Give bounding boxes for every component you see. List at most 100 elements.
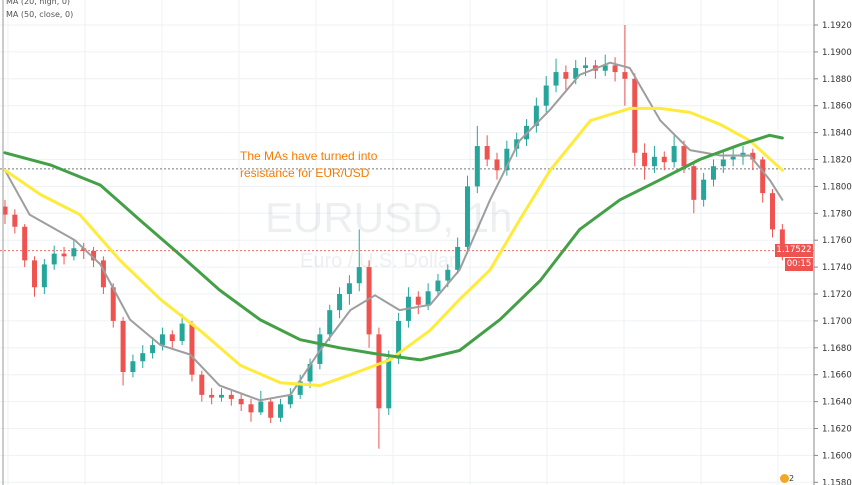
badge-count: 2 <box>789 474 795 483</box>
candle-body <box>189 323 195 375</box>
candle-body <box>651 156 657 167</box>
candle-body <box>661 156 667 163</box>
annotation-line-2: resistance for EUR/USD <box>240 166 370 180</box>
candle-body <box>602 65 608 71</box>
candle-body <box>464 186 470 247</box>
price-tick-label: 1.16600 <box>822 371 852 381</box>
candle-body <box>356 267 362 284</box>
price-tick-label: 1.17000 <box>822 317 852 327</box>
legend-ma20[interactable]: MA (20, high, 0) <box>6 0 71 6</box>
annotation-line-1: The MAs have turned into <box>240 149 378 163</box>
candle-body <box>691 166 697 200</box>
price-tick-label: 1.17400 <box>822 263 852 273</box>
candle-body <box>91 250 97 261</box>
price-tick-label: 1.16400 <box>822 398 852 408</box>
indicator-legend: MA (20, high, 0) MA (50, close, 0) <box>6 0 73 21</box>
candle-body <box>386 358 392 409</box>
watermark-symbol: EURUSD, 1h <box>265 194 513 241</box>
candle-body <box>218 394 224 398</box>
candle-body <box>632 78 638 153</box>
last-price-label: 1.17522 <box>775 244 813 257</box>
candle-body <box>248 404 254 413</box>
candle-body <box>455 246 461 270</box>
price-tick-label: 1.17600 <box>822 236 852 246</box>
candle-body <box>376 334 382 409</box>
candle-body <box>671 146 677 163</box>
price-tick-label: 1.18600 <box>822 102 852 112</box>
candle-body <box>533 105 539 126</box>
candle-body <box>553 72 559 86</box>
moving-average-line-green <box>3 133 784 362</box>
candle-body <box>720 159 726 167</box>
price-tick-label: 1.19000 <box>822 48 852 58</box>
chart-annotation: The MAs have turned into resistance for … <box>240 148 377 182</box>
price-axis[interactable]: 1.15800 1.16000 1.16200 1.16400 1.16600 1.168… <box>814 21 852 485</box>
candle-body <box>750 152 756 160</box>
candle-body <box>268 401 274 418</box>
badge-icon <box>780 474 789 483</box>
candle-body <box>120 320 126 373</box>
candle-body <box>22 226 28 261</box>
candle-body <box>563 72 569 79</box>
candle-body <box>2 206 8 215</box>
grid <box>0 0 814 485</box>
price-tick-label: 1.18400 <box>822 129 852 139</box>
candle-body <box>228 394 234 399</box>
moving-average-line-yellow <box>3 106 784 387</box>
candle-body <box>41 264 47 288</box>
candle-body <box>140 353 146 362</box>
candle-body <box>701 179 707 200</box>
candle-body <box>278 404 284 418</box>
candle-body <box>484 146 490 160</box>
candle-body <box>710 166 716 180</box>
price-tick-label: 1.18800 <box>822 75 852 85</box>
bar-countdown-label: 00:15 <box>785 258 813 271</box>
candle-body <box>307 363 313 382</box>
candle-body <box>130 361 136 373</box>
candle-body <box>287 394 293 405</box>
price-tick-label: 1.17800 <box>822 209 852 219</box>
candle-body <box>474 146 480 187</box>
candle-body <box>642 152 648 167</box>
candle-body <box>435 280 441 292</box>
candle-body <box>494 159 500 171</box>
candle-body <box>297 381 303 395</box>
candle-body <box>760 159 766 194</box>
moving-averages <box>3 61 784 402</box>
candle-body <box>337 294 343 311</box>
candle-body <box>258 401 264 413</box>
candle-body <box>346 283 352 294</box>
candle-body <box>32 260 38 288</box>
candle-body <box>100 260 106 288</box>
price-tick-label: 1.18200 <box>822 156 852 166</box>
candle-body <box>612 65 618 73</box>
candle-body <box>12 214 18 227</box>
candle-body <box>504 148 510 171</box>
moving-average-line-gray <box>4 61 784 402</box>
candle-body <box>622 72 628 79</box>
candle-body <box>366 267 372 335</box>
candle-body <box>445 269 451 281</box>
notification-badge[interactable]: 2 <box>780 474 794 483</box>
price-tick-label: 1.18000 <box>822 182 852 192</box>
candle-body <box>238 398 244 405</box>
candle-body <box>514 139 520 149</box>
candle-body <box>770 193 776 230</box>
candle-body <box>327 310 333 335</box>
candle-body <box>415 296 421 305</box>
candle-body <box>150 345 156 354</box>
candle-body <box>396 320 402 359</box>
candle-body <box>110 287 116 321</box>
price-tick-label: 1.17200 <box>822 290 852 300</box>
price-tick-label: 1.19200 <box>822 21 852 31</box>
candle-body <box>169 334 175 342</box>
price-tick-label: 1.16000 <box>822 451 852 461</box>
candles <box>2 25 785 449</box>
candle-body <box>583 65 589 69</box>
candle-body <box>425 291 431 305</box>
candle-body <box>543 85 549 106</box>
candle-body <box>779 229 785 251</box>
legend-ma50[interactable]: MA (50, close, 0) <box>6 10 74 19</box>
candle-body <box>730 156 736 160</box>
